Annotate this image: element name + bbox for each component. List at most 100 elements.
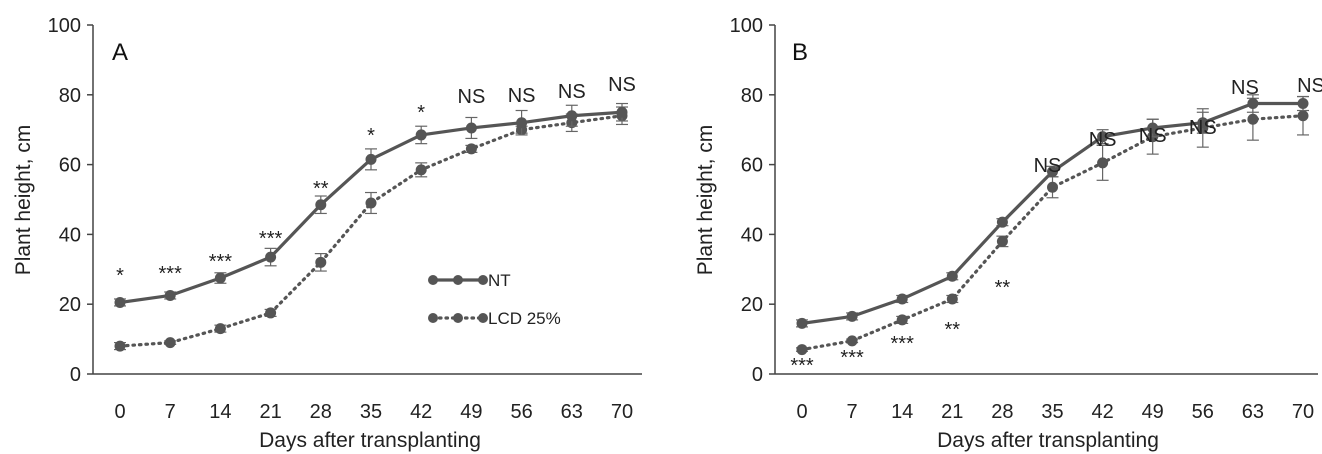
y-tick-label: 60	[741, 155, 763, 177]
significance-label: ***	[259, 228, 283, 250]
x-tick-label: 21	[941, 401, 963, 423]
x-tick-label: 56	[1192, 401, 1214, 423]
data-point	[315, 199, 327, 211]
significance-label: NS	[1297, 75, 1322, 97]
significance-label: NS	[1231, 77, 1259, 99]
significance-label: ***	[840, 347, 864, 369]
y-tick-label: 40	[59, 224, 81, 246]
data-point	[796, 344, 808, 356]
y-tick-label: 80	[741, 85, 763, 107]
data-point	[415, 164, 427, 176]
significance-label: ***	[891, 333, 915, 355]
data-point	[946, 293, 958, 305]
legend-marker	[428, 313, 438, 323]
series-lcd	[796, 95, 1309, 356]
significance-label: **	[995, 277, 1011, 299]
y-tick-label: 100	[48, 15, 81, 37]
significance-label: *	[417, 102, 425, 124]
data-point	[996, 235, 1008, 247]
data-point	[214, 272, 226, 284]
y-tick-label: 80	[59, 85, 81, 107]
data-point	[1047, 166, 1058, 178]
data-point	[516, 117, 528, 129]
significance-label: *	[116, 265, 124, 287]
data-point	[1047, 181, 1058, 193]
data-point	[1147, 122, 1159, 134]
data-point	[415, 129, 427, 141]
x-tick-label: 28	[991, 401, 1013, 423]
data-point	[365, 153, 377, 165]
x-tick-label: 0	[114, 401, 125, 423]
series-nt	[114, 102, 628, 308]
y-tick-label: 40	[741, 224, 763, 246]
data-point	[796, 317, 808, 329]
data-point	[1297, 98, 1309, 110]
data-point	[1247, 98, 1259, 110]
data-point	[365, 197, 377, 209]
data-point	[846, 335, 858, 347]
significance-label: NS	[508, 85, 536, 107]
data-point	[946, 270, 958, 282]
data-point	[114, 340, 126, 352]
x-tick-label: 42	[410, 401, 432, 423]
series-line	[801, 101, 1303, 325]
y-tick-label: 60	[59, 155, 81, 177]
significance-label: **	[313, 178, 329, 200]
significance-label: ***	[790, 355, 814, 377]
significance-label: NS	[558, 81, 586, 103]
data-point	[164, 337, 176, 349]
legend-label: NT	[488, 271, 511, 290]
series-line	[800, 114, 1305, 352]
x-tick-label: 42	[1091, 401, 1113, 423]
significance-label: **	[945, 319, 961, 341]
x-tick-label: 70	[1292, 401, 1314, 423]
x-tick-label: 14	[891, 401, 913, 423]
data-point	[265, 307, 277, 319]
x-tick-label: 14	[209, 401, 231, 423]
data-point	[1097, 131, 1109, 143]
legend-label: LCD 25%	[488, 309, 561, 328]
data-point	[846, 310, 858, 322]
x-axis-title: Days after transplanting	[937, 429, 1159, 452]
y-tick-label: 20	[59, 294, 81, 316]
x-axis-title: Days after transplanting	[259, 429, 481, 452]
y-tick-label: 0	[70, 364, 81, 386]
legend-marker	[453, 275, 463, 285]
x-tick-label: 35	[360, 401, 382, 423]
significance-label: ***	[159, 263, 183, 285]
x-tick-label: 7	[847, 401, 858, 423]
series-nt	[796, 94, 1309, 329]
data-point	[1197, 117, 1209, 129]
x-tick-label: 21	[259, 401, 281, 423]
data-point	[214, 323, 226, 335]
x-tick-label: 49	[1142, 401, 1164, 423]
data-point	[616, 106, 628, 118]
x-tick-label: 0	[796, 401, 807, 423]
data-point	[896, 293, 908, 305]
x-tick-label: 28	[310, 401, 332, 423]
x-tick-label: 35	[1041, 401, 1063, 423]
significance-label: NS	[1139, 125, 1167, 147]
significance-label: NS	[458, 86, 486, 108]
data-point	[465, 122, 477, 134]
panel-label: A	[112, 39, 128, 66]
data-point	[1097, 157, 1109, 169]
data-point	[164, 289, 176, 301]
legend-marker	[453, 313, 463, 323]
x-tick-label: 63	[561, 401, 583, 423]
data-point	[1247, 113, 1259, 125]
y-tick-label: 100	[730, 15, 763, 37]
y-tick-label: 20	[741, 294, 763, 316]
significance-label: NS	[608, 74, 636, 96]
legend-marker	[428, 275, 438, 285]
significance-label: NS	[1089, 129, 1117, 151]
data-point	[465, 143, 477, 155]
x-tick-label: 56	[510, 401, 532, 423]
x-tick-label: 70	[611, 401, 633, 423]
legend-marker	[478, 275, 488, 285]
legend: NT LCD 25%	[428, 271, 561, 328]
data-point	[1297, 110, 1309, 122]
data-point	[265, 251, 277, 263]
significance-label: NS	[1034, 155, 1062, 177]
